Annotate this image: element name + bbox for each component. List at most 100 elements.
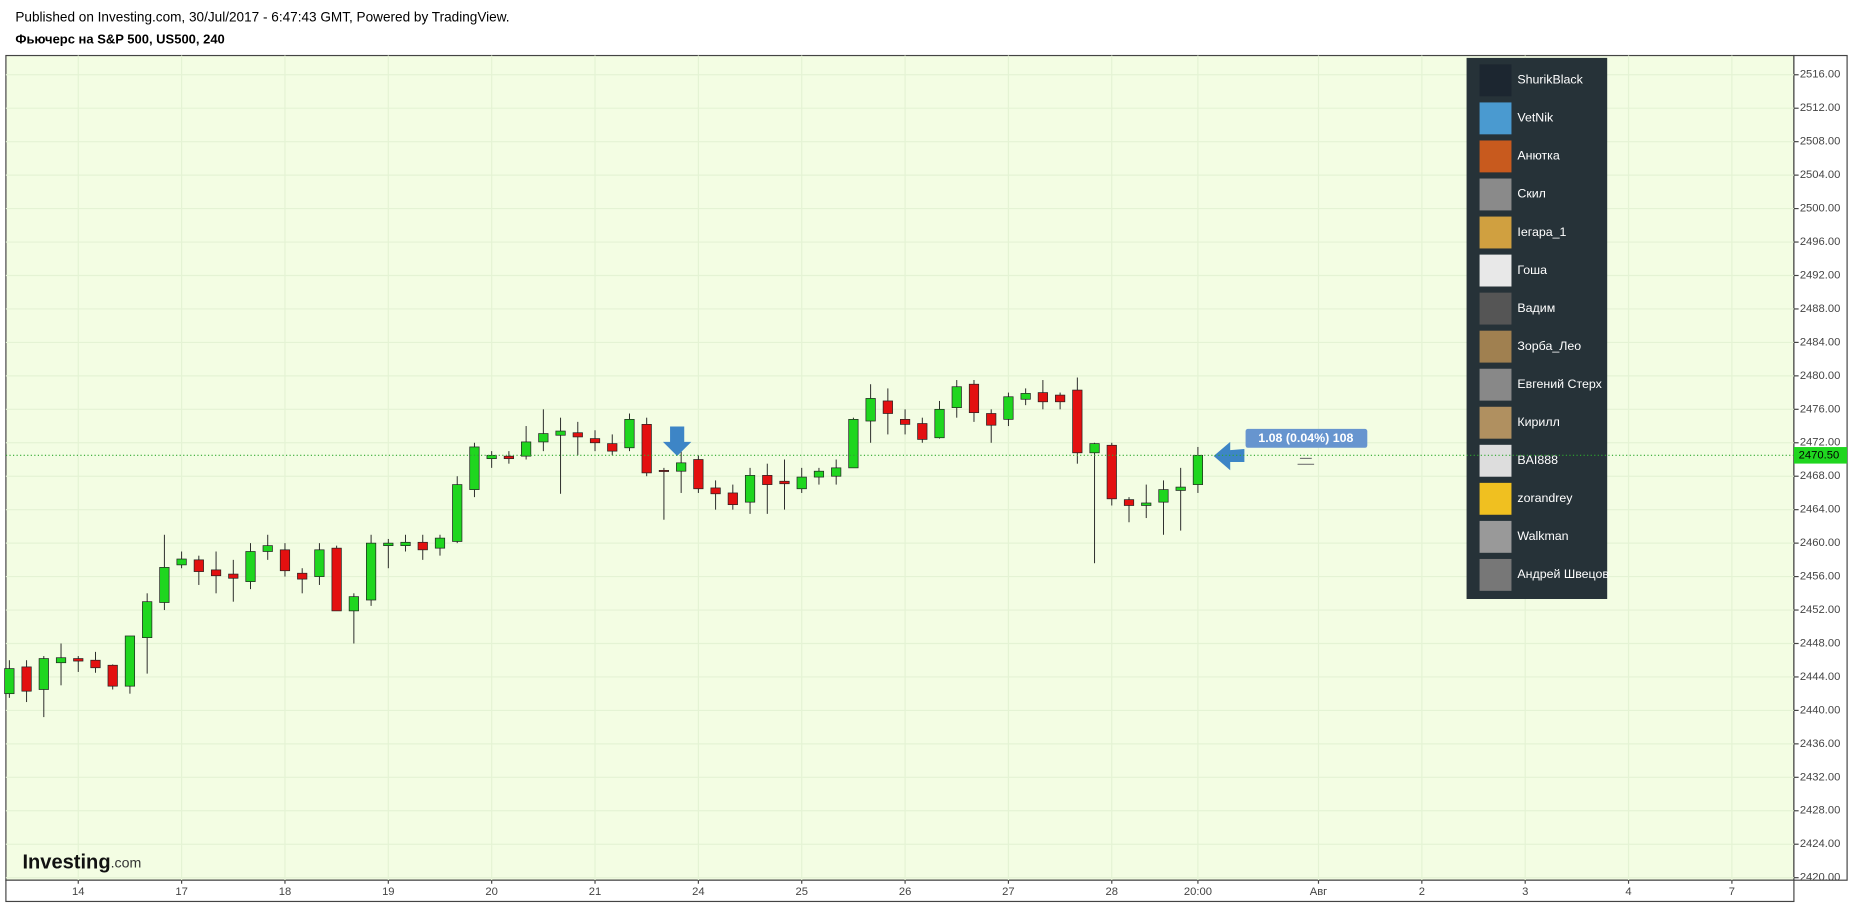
user-name: ShurikBlack — [1517, 73, 1583, 87]
x-tick-label: 28 — [1106, 886, 1118, 898]
candle-body — [865, 398, 876, 422]
candle-body — [693, 459, 704, 490]
y-tick-label: 2452.00 — [1800, 604, 1841, 616]
y-tick-label: 2480.00 — [1800, 370, 1841, 382]
y-tick-label: 2464.00 — [1800, 504, 1841, 516]
y-tick-label: 2500.00 — [1800, 203, 1841, 215]
avatar — [1479, 178, 1512, 211]
user-name: Walkman — [1517, 529, 1568, 543]
arrow-down — [662, 426, 692, 457]
y-tick-label: 2488.00 — [1800, 303, 1841, 315]
candle-body — [917, 423, 928, 440]
candle-body — [279, 549, 291, 572]
candle-body — [193, 559, 204, 572]
candle-body — [555, 430, 566, 436]
candle-body — [142, 601, 153, 638]
y-tick-label: 2484.00 — [1800, 336, 1841, 348]
candle-body — [1192, 454, 1203, 485]
last-price-tag — [1793, 447, 1848, 464]
y-tick-label: 2512.00 — [1800, 102, 1841, 114]
x-tick-label: 26 — [899, 886, 911, 898]
x-tick-label: 25 — [795, 886, 807, 898]
candle-body — [934, 408, 945, 439]
candle-body — [176, 558, 187, 566]
x-tick-label: 17 — [175, 886, 187, 898]
x-tick-label: 19 — [382, 886, 394, 898]
candle-body — [658, 470, 670, 472]
avatar — [1479, 406, 1512, 439]
candle-body — [882, 400, 893, 414]
candle-body — [90, 659, 101, 669]
candle-body — [452, 484, 463, 542]
y-tick-label: 2444.00 — [1800, 671, 1841, 683]
candle-body — [400, 541, 411, 546]
candle-body — [676, 462, 687, 472]
arrow-left — [1213, 441, 1245, 471]
user-name: Евгений Стерх — [1517, 377, 1602, 391]
candle-body — [572, 432, 583, 438]
candle-body — [813, 470, 825, 478]
logo-brand: Investing — [22, 852, 110, 874]
candle-body — [762, 475, 773, 485]
candle-body — [73, 658, 84, 662]
candle-body — [727, 492, 738, 506]
candle-body — [1089, 443, 1100, 454]
user-name: Андрей Швецов — [1517, 567, 1609, 581]
avatar — [1479, 254, 1512, 287]
candle-body — [4, 668, 15, 695]
annotation-box — [1245, 428, 1368, 448]
y-tick-label: 2472.00 — [1800, 437, 1841, 449]
candle-body — [228, 573, 239, 579]
candle-body — [503, 455, 514, 460]
source: Published on Investing.com, 30/Jul/2017 … — [15, 9, 509, 24]
candle-body — [1003, 396, 1014, 420]
y-tick-label: 2448.00 — [1800, 637, 1841, 649]
y-axis — [1793, 54, 1848, 881]
candle-body — [1175, 486, 1186, 491]
candle-body — [831, 467, 842, 477]
x-tick-label: Авг — [1310, 886, 1328, 898]
user-name: BAI888 — [1517, 453, 1558, 467]
candle-body — [55, 657, 67, 664]
candle-body — [624, 418, 635, 449]
candle-body — [210, 569, 222, 577]
candle-body — [1055, 394, 1066, 403]
candle-body — [297, 572, 308, 580]
y-tick-label: 2432.00 — [1800, 771, 1841, 783]
candle-body — [245, 551, 256, 582]
candle-body — [538, 433, 549, 443]
candle-body — [262, 545, 273, 552]
avatar — [1479, 216, 1512, 249]
x-tick-label: 7 — [1729, 886, 1735, 898]
candle-body — [348, 596, 359, 612]
user-name: Гоша — [1517, 263, 1547, 277]
avatar — [1479, 558, 1512, 591]
y-tick-label: 2492.00 — [1800, 269, 1841, 281]
y-tick-label: 2508.00 — [1800, 136, 1841, 148]
candle-body — [951, 386, 962, 408]
candle-body — [469, 446, 480, 490]
x-tick-label: 3 — [1522, 886, 1528, 898]
candle-body — [744, 475, 756, 503]
x-tick-label: 4 — [1625, 886, 1631, 898]
candle-body — [314, 549, 325, 577]
x-axis — [5, 879, 1795, 903]
candle-body — [366, 542, 377, 601]
candle-body — [1158, 489, 1169, 503]
y-tick-label: 2504.00 — [1800, 169, 1841, 181]
user-name: Анютка — [1517, 149, 1560, 163]
y-tick-label: 2456.00 — [1800, 571, 1841, 583]
candle-body — [899, 418, 911, 425]
avatar — [1479, 140, 1512, 173]
panel-bg — [1466, 57, 1608, 600]
candle-body — [986, 413, 997, 426]
candle-body — [1072, 389, 1083, 454]
candle-body — [968, 383, 980, 414]
candle-body — [521, 441, 532, 457]
x-tick-label: 21 — [589, 886, 601, 898]
y-tick-label: 2516.00 — [1800, 69, 1841, 81]
y-tick-label: 2428.00 — [1800, 805, 1841, 817]
annotation: 1.08 (0.04%) 108 — [1258, 431, 1353, 445]
x-tick-label: 20 — [485, 886, 497, 898]
